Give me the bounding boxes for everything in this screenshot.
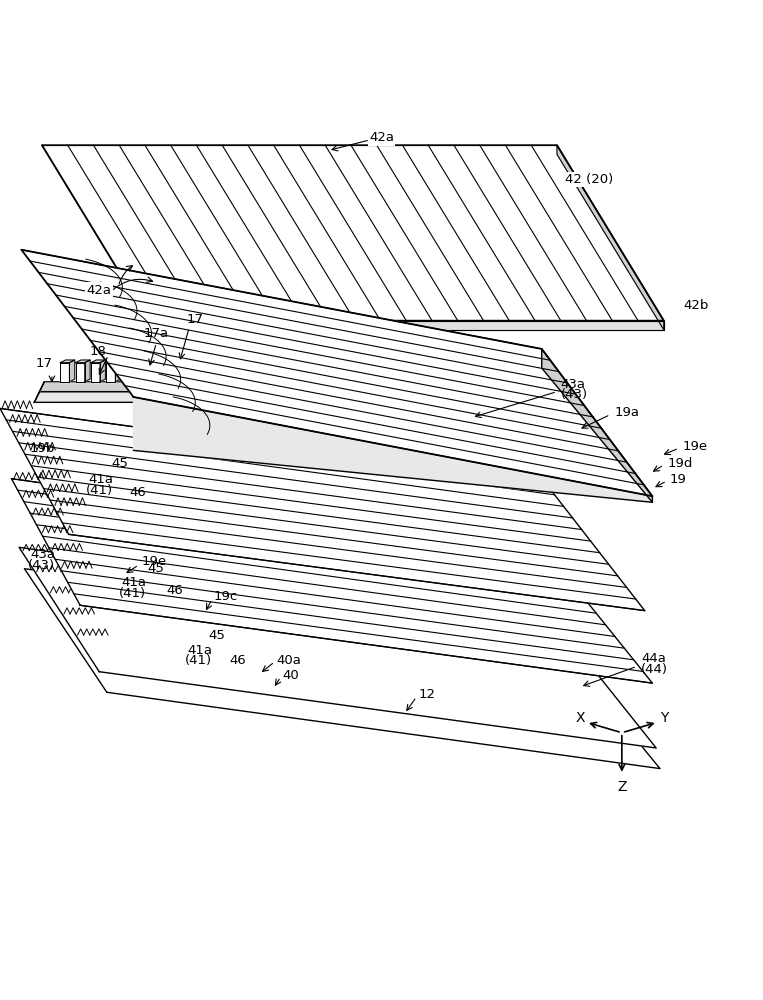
Polygon shape — [40, 382, 212, 392]
Text: 17: 17 — [36, 357, 53, 370]
Text: (41): (41) — [119, 587, 146, 600]
Polygon shape — [21, 250, 652, 496]
Text: 41a: 41a — [121, 576, 146, 589]
Text: 46: 46 — [130, 486, 146, 499]
Text: 46: 46 — [229, 654, 246, 667]
Text: (44): (44) — [641, 663, 668, 676]
Text: 42a: 42a — [369, 131, 394, 144]
Text: 40: 40 — [282, 669, 299, 682]
Text: 19e: 19e — [683, 440, 708, 453]
Polygon shape — [106, 363, 115, 382]
Polygon shape — [11, 479, 652, 683]
Text: 45: 45 — [111, 457, 128, 470]
Text: 19a: 19a — [614, 406, 639, 419]
Polygon shape — [85, 360, 90, 382]
Polygon shape — [121, 360, 136, 363]
Polygon shape — [542, 349, 652, 502]
Text: 19: 19 — [670, 473, 687, 486]
Text: 45: 45 — [147, 562, 164, 575]
Polygon shape — [91, 363, 100, 382]
Text: 18: 18 — [90, 345, 107, 358]
Text: (43): (43) — [27, 559, 55, 572]
Text: 41a: 41a — [88, 473, 113, 486]
Polygon shape — [557, 145, 664, 330]
Text: (43): (43) — [561, 388, 588, 401]
Polygon shape — [177, 360, 182, 382]
Polygon shape — [149, 321, 664, 330]
Text: 41a: 41a — [187, 644, 212, 657]
Text: 42 (20): 42 (20) — [565, 173, 613, 186]
Polygon shape — [137, 360, 151, 363]
Text: 43a: 43a — [561, 378, 586, 391]
Text: 12: 12 — [418, 688, 435, 701]
Polygon shape — [0, 408, 645, 611]
Polygon shape — [34, 392, 208, 402]
Polygon shape — [24, 569, 660, 769]
Polygon shape — [76, 363, 85, 382]
Polygon shape — [121, 363, 130, 382]
Text: 42b: 42b — [683, 299, 708, 312]
Text: 46: 46 — [166, 584, 183, 597]
Polygon shape — [76, 360, 90, 363]
Polygon shape — [60, 360, 75, 363]
Text: (41): (41) — [185, 654, 212, 667]
Polygon shape — [106, 360, 121, 363]
Text: 19e: 19e — [141, 555, 166, 568]
Polygon shape — [152, 363, 161, 382]
Text: X: X — [575, 711, 584, 725]
Polygon shape — [130, 360, 136, 382]
Text: (41): (41) — [85, 484, 113, 497]
Polygon shape — [152, 360, 166, 363]
Text: 17a: 17a — [144, 327, 169, 340]
Polygon shape — [19, 547, 656, 748]
Text: 45: 45 — [208, 629, 225, 642]
Text: 44a: 44a — [641, 652, 666, 665]
Text: 43a: 43a — [30, 548, 55, 561]
Polygon shape — [69, 360, 75, 382]
Polygon shape — [42, 145, 664, 321]
Text: Z: Z — [617, 780, 626, 794]
Polygon shape — [146, 360, 151, 382]
Text: 17: 17 — [186, 313, 203, 326]
Polygon shape — [34, 382, 44, 402]
Text: 42a: 42a — [87, 284, 111, 297]
Polygon shape — [60, 363, 69, 382]
Polygon shape — [137, 363, 146, 382]
Polygon shape — [161, 360, 166, 382]
Polygon shape — [168, 363, 177, 382]
Text: 19b: 19b — [30, 442, 55, 455]
Text: 40a: 40a — [276, 654, 301, 667]
Polygon shape — [134, 397, 652, 502]
Polygon shape — [115, 360, 121, 382]
Text: 19d: 19d — [668, 457, 693, 470]
Polygon shape — [100, 360, 105, 382]
Polygon shape — [168, 360, 182, 363]
Polygon shape — [91, 360, 105, 363]
Text: 19c: 19c — [214, 590, 238, 603]
Text: Y: Y — [660, 711, 668, 725]
